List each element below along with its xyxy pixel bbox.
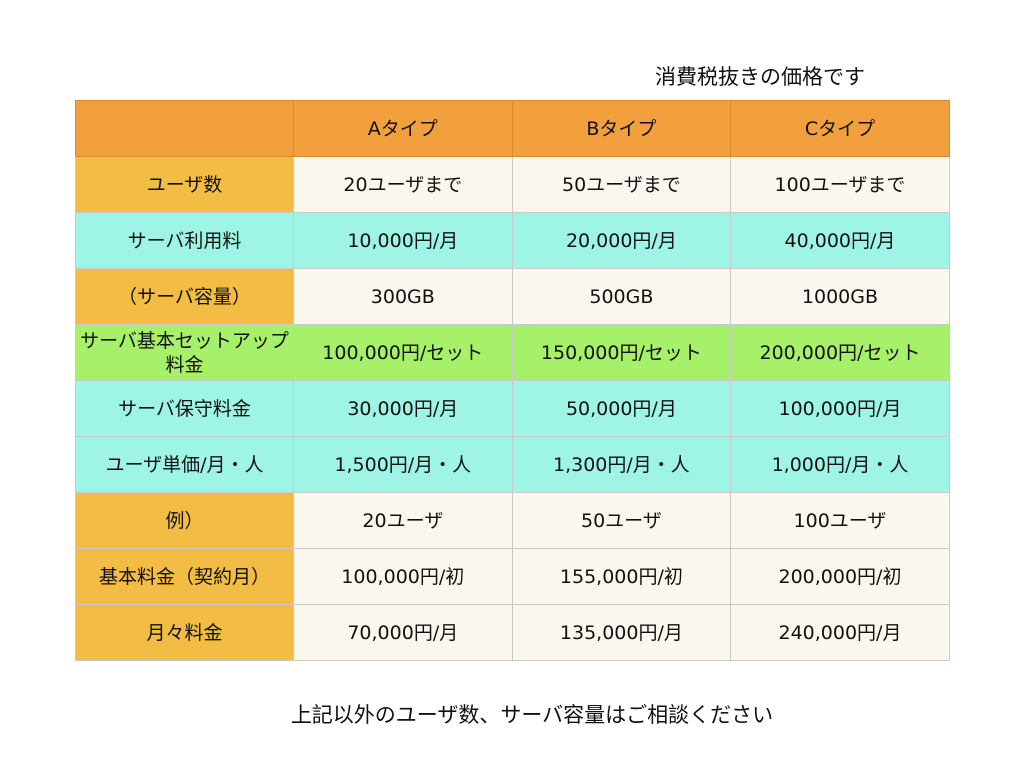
table-row-monthly-fee: 月々料金 70,000円/月 135,000円/月 240,000円/月 — [75, 604, 950, 661]
table-row-setup-fee: サーバ基本セットアップ料金 100,000円/セット 150,000円/セット … — [75, 324, 950, 381]
row-label-example: 例） — [75, 492, 294, 549]
tax-note: 消費税抜きの価格です — [655, 65, 865, 89]
cell-value: 1,500円/月・人 — [293, 436, 513, 493]
cell-value: 300GB — [293, 268, 513, 325]
table-row-example: 例） 20ユーザ 50ユーザ 100ユーザ — [75, 492, 950, 549]
cell-value: 150,000円/セット — [511, 324, 732, 381]
table-row-maintenance-fee: サーバ保守料金 30,000円/月 50,000円/月 100,000円/月 — [75, 380, 950, 437]
header-plan-c: Cタイプ — [730, 100, 950, 157]
cell-value: 1000GB — [730, 268, 950, 325]
table-row-base-fee: 基本料金（契約月） 100,000円/初 155,000円/初 200,000円… — [75, 548, 950, 605]
cell-value: 20ユーザまで — [293, 156, 513, 213]
cell-value: 40,000円/月 — [730, 212, 950, 269]
cell-value: 20,000円/月 — [511, 212, 732, 269]
row-label-user-count: ユーザ数 — [75, 156, 294, 213]
pricing-table: Aタイプ Bタイプ Cタイプ ユーザ数 20ユーザまで 50ユーザまで 100ユ… — [75, 100, 950, 661]
cell-value: 200,000円/初 — [730, 548, 950, 605]
cell-value: 155,000円/初 — [511, 548, 732, 605]
cell-value: 100ユーザ — [730, 492, 950, 549]
cell-value: 50ユーザまで — [511, 156, 732, 213]
table-row-user-unit-price: ユーザ単価/月・人 1,500円/月・人 1,300円/月・人 1,000円/月… — [75, 436, 950, 493]
row-label-setup-fee: サーバ基本セットアップ料金 — [75, 324, 294, 381]
cell-value: 50,000円/月 — [511, 380, 732, 437]
cell-value: 100ユーザまで — [730, 156, 950, 213]
row-label-server-capacity: （サーバ容量） — [75, 268, 294, 325]
cell-value: 200,000円/セット — [730, 324, 950, 381]
row-label-monthly-fee: 月々料金 — [75, 604, 294, 661]
cell-value: 70,000円/月 — [293, 604, 513, 661]
table-row-user-count: ユーザ数 20ユーザまで 50ユーザまで 100ユーザまで — [75, 156, 950, 213]
cell-value: 240,000円/月 — [730, 604, 950, 661]
cell-value: 50ユーザ — [511, 492, 732, 549]
cell-value: 500GB — [511, 268, 732, 325]
cell-value: 20ユーザ — [293, 492, 513, 549]
cell-value: 1,300円/月・人 — [511, 436, 732, 493]
row-label-server-fee: サーバ利用料 — [75, 212, 294, 269]
table-row-server-fee: サーバ利用料 10,000円/月 20,000円/月 40,000円/月 — [75, 212, 950, 269]
cell-value: 1,000円/月・人 — [730, 436, 950, 493]
header-plan-b: Bタイプ — [511, 100, 732, 157]
row-label-maintenance-fee: サーバ保守料金 — [75, 380, 294, 437]
header-corner-cell — [75, 100, 294, 157]
cell-value: 30,000円/月 — [293, 380, 513, 437]
header-plan-a: Aタイプ — [293, 100, 513, 157]
table-row-server-capacity: （サーバ容量） 300GB 500GB 1000GB — [75, 268, 950, 325]
cell-value: 135,000円/月 — [511, 604, 732, 661]
cell-value: 10,000円/月 — [293, 212, 513, 269]
cell-value: 100,000円/月 — [730, 380, 950, 437]
cell-value: 100,000円/初 — [293, 548, 513, 605]
row-label-base-fee: 基本料金（契約月） — [75, 548, 294, 605]
footer-note: 上記以外のユーザ数、サーバ容量はご相談ください — [290, 703, 774, 727]
row-label-user-unit-price: ユーザ単価/月・人 — [75, 436, 294, 493]
cell-value: 100,000円/セット — [293, 324, 513, 381]
table-header-row: Aタイプ Bタイプ Cタイプ — [75, 100, 950, 157]
